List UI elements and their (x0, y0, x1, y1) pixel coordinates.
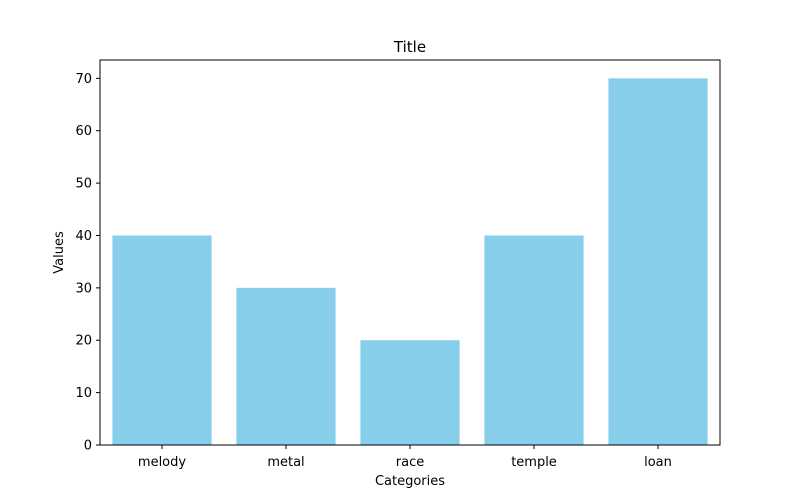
x-tick-label: temple (511, 455, 557, 470)
y-tick-label: 20 (75, 334, 92, 349)
x-tick-label: race (396, 455, 424, 470)
bars-group (112, 78, 708, 445)
y-axis-ticks: 0 10 20 30 40 50 60 70 (75, 72, 100, 454)
y-tick-label: 40 (75, 229, 92, 244)
y-tick-label: 0 (84, 439, 92, 454)
bar-melody (112, 235, 212, 445)
plot-frame (99, 59, 721, 446)
bar-temple (484, 235, 584, 445)
bar-race (360, 340, 460, 445)
y-tick-label: 10 (75, 386, 92, 401)
x-axis-ticks: melody metal race temple loan (138, 445, 672, 470)
chart-title: Title (393, 38, 426, 56)
x-tick-label: loan (644, 455, 672, 470)
y-tick-label: 30 (75, 281, 92, 296)
y-axis-title: Values (52, 231, 67, 274)
y-tick-label: 50 (75, 177, 92, 192)
x-tick-label: metal (267, 455, 304, 470)
x-axis-title: Categories (375, 474, 445, 489)
y-tick-label: 70 (75, 72, 92, 87)
bar-loan (608, 78, 708, 445)
bar-metal (236, 287, 336, 445)
y-tick-label: 60 (75, 124, 92, 139)
x-tick-label: melody (138, 455, 186, 470)
